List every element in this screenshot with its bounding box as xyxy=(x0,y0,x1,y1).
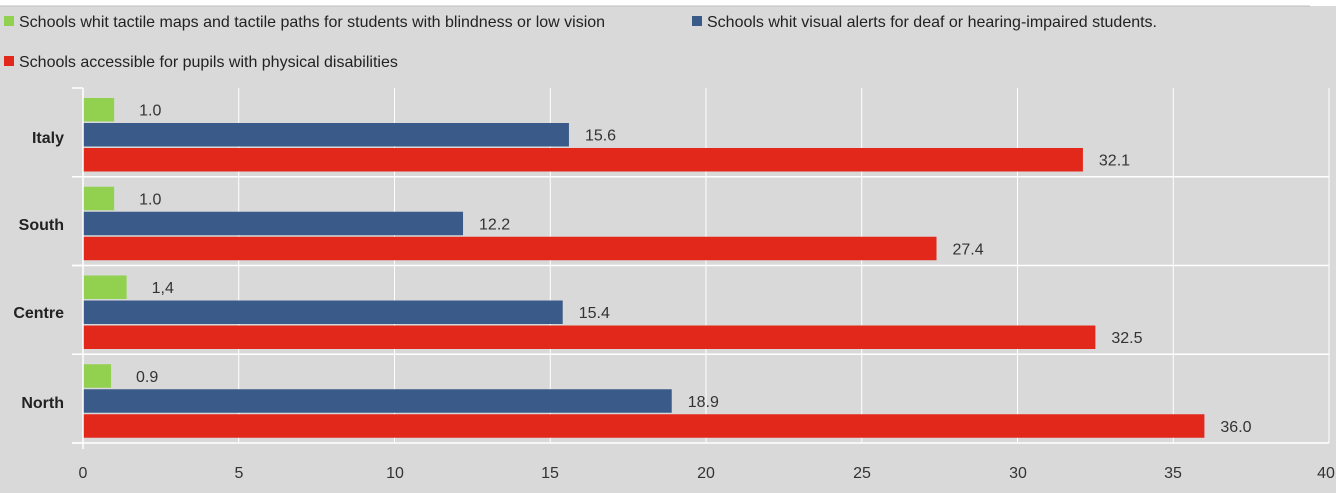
bar-south-tactile xyxy=(83,186,115,211)
x-tick-label-35: 35 xyxy=(1164,465,1182,482)
bars: 1.0 15.6 32.1 1.0 12.2 27.4 1,4 15.4 32.5 0.9 18.9… xyxy=(83,98,1252,438)
legend-swatch-red xyxy=(4,56,14,66)
data-label-north-visual-alert: 18.9 xyxy=(688,394,719,411)
x-tick-label-0: 0 xyxy=(79,465,88,482)
x-tick-label-10: 10 xyxy=(386,465,404,482)
top-strip xyxy=(0,0,1336,6)
data-label-south-tactile: 1.0 xyxy=(139,191,161,208)
category-labels: Italy South Centre North xyxy=(13,130,64,412)
legend: Schools whit tactile maps and tactile pa… xyxy=(4,14,1157,71)
data-label-italy-visual-alert: 15.6 xyxy=(585,128,616,145)
data-label-centre-tactile: 1,4 xyxy=(152,280,174,297)
legend-swatch-blue xyxy=(692,16,702,26)
x-tick-label-20: 20 xyxy=(697,465,715,482)
legend-label-green: Schools whit tactile maps and tactile pa… xyxy=(19,14,605,31)
legend-label-blue: Schools whit visual alerts for deaf or h… xyxy=(707,14,1157,31)
data-label-south-accessible: 27.4 xyxy=(953,241,984,258)
x-tick-label-40: 40 xyxy=(1317,465,1335,482)
bar-north-accessible xyxy=(83,414,1205,438)
x-tick-label-25: 25 xyxy=(853,465,871,482)
x-tick-label-5: 5 xyxy=(235,465,244,482)
category-label-south: South xyxy=(19,217,64,234)
grid xyxy=(72,88,1330,443)
legend-swatch-green xyxy=(4,16,14,26)
data-label-north-accessible: 36.0 xyxy=(1220,419,1251,436)
bar-centre-visual-alert xyxy=(83,300,563,324)
bar-south-accessible xyxy=(83,236,937,261)
data-label-centre-accessible: 32.5 xyxy=(1111,330,1142,347)
bar-north-visual-alert xyxy=(83,389,672,413)
bar-italy-visual-alert xyxy=(83,123,569,147)
data-label-italy-tactile: 1.0 xyxy=(139,103,161,120)
axes xyxy=(72,87,1329,449)
legend-label-red: Schools accessible for pupils with physi… xyxy=(19,54,398,71)
data-label-north-tactile: 0.9 xyxy=(136,369,158,386)
bar-centre-accessible xyxy=(83,325,1096,349)
bar-centre-tactile xyxy=(83,275,127,299)
x-tick-labels: 0 5 10 15 20 25 30 35 40 xyxy=(79,465,1335,482)
data-label-italy-accessible: 32.1 xyxy=(1099,153,1130,170)
x-tick-label-15: 15 xyxy=(541,465,559,482)
bar-italy-accessible xyxy=(83,148,1083,172)
bar-italy-tactile xyxy=(83,98,115,122)
x-tick-label-30: 30 xyxy=(1009,465,1027,482)
bar-north-tactile xyxy=(83,364,112,388)
category-label-north: North xyxy=(21,395,64,412)
data-label-south-visual-alert: 12.2 xyxy=(479,216,510,233)
category-label-centre: Centre xyxy=(13,305,64,322)
bar-south-visual-alert xyxy=(83,211,464,236)
category-label-italy: Italy xyxy=(32,130,64,147)
data-label-centre-visual-alert: 15.4 xyxy=(579,305,610,322)
